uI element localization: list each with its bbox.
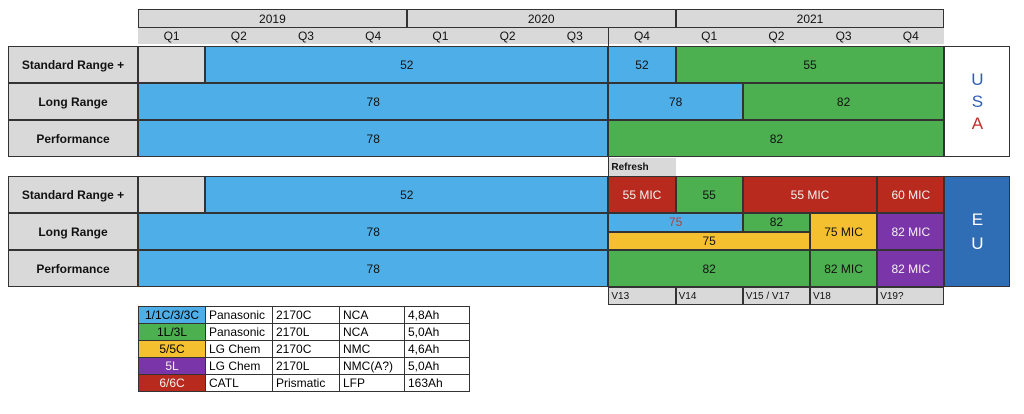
legend-cell: 2170L <box>272 323 340 341</box>
eu-region-letter: U <box>971 233 984 253</box>
eu-row-label: Standard Range + <box>8 176 138 213</box>
software-version: V19? <box>877 287 945 305</box>
usa-region-letter: A <box>971 113 984 133</box>
eu-segment: 55 MIC <box>608 176 676 213</box>
eu-segment <box>138 176 206 213</box>
legend-chemistry: NMC <box>339 340 405 358</box>
legend-chemistry: LFP <box>339 374 405 392</box>
quarter-header: Q2 <box>474 28 542 44</box>
software-version: V13 <box>608 287 676 305</box>
eu-segment: 75 MIC <box>810 213 878 250</box>
usa-segment: 82 <box>608 120 945 157</box>
legend-capacity: 4,8Ah <box>404 306 470 324</box>
eu-segment: 55 MIC <box>742 176 878 213</box>
legend-chemistry: NCA <box>339 323 405 341</box>
refresh-divider-line <box>608 28 610 305</box>
software-version: V15 / V17 <box>742 287 810 305</box>
legend-cell: 2170C <box>272 340 340 358</box>
legend-supplier: Panasonic <box>205 323 273 341</box>
quarter-header: Q1 <box>406 28 474 44</box>
eu-segment: 75 <box>608 231 810 250</box>
legend-row: 1L/3L Panasonic 2170L NCA 5,0Ah <box>138 323 470 341</box>
usa-segment: 55 <box>675 46 945 83</box>
legend-chemistry: NCA <box>339 306 405 324</box>
quarter-header: Q3 <box>810 28 878 44</box>
year-header: 2019 <box>138 9 407 28</box>
usa-row-label: Long Range <box>8 83 138 120</box>
eu-row-label: Performance <box>8 250 138 287</box>
usa-segment: 78 <box>138 120 609 157</box>
usa-segment: 52 <box>205 46 609 83</box>
year-header: 2020 <box>406 9 676 28</box>
eu-segment: 55 <box>675 176 743 213</box>
quarter-header: Q3 <box>272 28 340 44</box>
quarter-header: Q4 <box>877 28 945 44</box>
eu-segment: 82 MIC <box>810 250 878 287</box>
legend-supplier: LG Chem <box>205 357 273 375</box>
legend-capacity: 5,0Ah <box>404 357 470 375</box>
quarter-header: Q4 <box>608 28 676 44</box>
usa-region-letter: U <box>971 69 984 89</box>
legend-capacity: 163Ah <box>404 374 470 392</box>
legend-row: 6/6C CATL Prismatic LFP 163Ah <box>138 374 470 392</box>
legend-cell: Prismatic <box>272 374 340 392</box>
software-version: V14 <box>675 287 743 305</box>
usa-segment <box>138 46 206 83</box>
legend-code: 5/5C <box>138 340 206 358</box>
legend-capacity: 4,6Ah <box>404 340 470 358</box>
legend-code: 5L <box>138 357 206 375</box>
legend-supplier: Panasonic <box>205 306 273 324</box>
year-header: 2021 <box>675 9 945 28</box>
quarter-header: Q2 <box>742 28 810 44</box>
legend-chemistry: NMC(A?) <box>339 357 405 375</box>
legend-supplier: LG Chem <box>205 340 273 358</box>
eu-segment: 82 <box>742 213 810 232</box>
refresh-label: Refresh <box>608 158 676 176</box>
legend-cell: 2170C <box>272 306 340 324</box>
legend-cell: 2170L <box>272 357 340 375</box>
usa-region-letter: S <box>971 91 984 111</box>
eu-segment: 52 <box>205 176 609 213</box>
quarter-header: Q4 <box>339 28 407 44</box>
eu-segment: 78 <box>138 250 609 287</box>
legend-code: 6/6C <box>138 374 206 392</box>
legend-row: 5/5C LG Chem 2170C NMC 4,6Ah <box>138 340 470 358</box>
eu-segment: 78 <box>138 213 609 250</box>
legend-table: 1/1C/3/3C Panasonic 2170C NCA 4,8Ah 1L/3L Pana… <box>138 306 470 392</box>
usa-segment: 52 <box>608 46 676 83</box>
eu-segment: 60 MIC <box>877 176 945 213</box>
legend-row: 5L LG Chem 2170L NMC(A?) 5,0Ah <box>138 357 470 375</box>
usa-row-label: Standard Range + <box>8 46 138 83</box>
legend-row: 1/1C/3/3C Panasonic 2170C NCA 4,8Ah <box>138 306 470 324</box>
software-version: V18 <box>810 287 878 305</box>
legend-code: 1L/3L <box>138 323 206 341</box>
eu-segment: 82 <box>608 250 810 287</box>
usa-segment: 82 <box>742 83 945 120</box>
legend-code: 1/1C/3/3C <box>138 306 206 324</box>
quarter-header: Q1 <box>138 28 206 44</box>
quarter-header: Q2 <box>205 28 273 44</box>
usa-segment: 78 <box>138 83 609 120</box>
quarter-header: Q3 <box>541 28 609 44</box>
eu-segment: 75 <box>608 213 743 232</box>
eu-region-letter: E <box>971 209 984 229</box>
eu-row-label: Long Range <box>8 213 138 250</box>
eu-segment: 82 MIC <box>877 213 945 250</box>
eu-segment: 82 MIC <box>877 250 945 287</box>
usa-row-label: Performance <box>8 120 138 157</box>
usa-segment: 78 <box>608 83 743 120</box>
legend-supplier: CATL <box>205 374 273 392</box>
quarter-header: Q1 <box>675 28 743 44</box>
legend-capacity: 5,0Ah <box>404 323 470 341</box>
